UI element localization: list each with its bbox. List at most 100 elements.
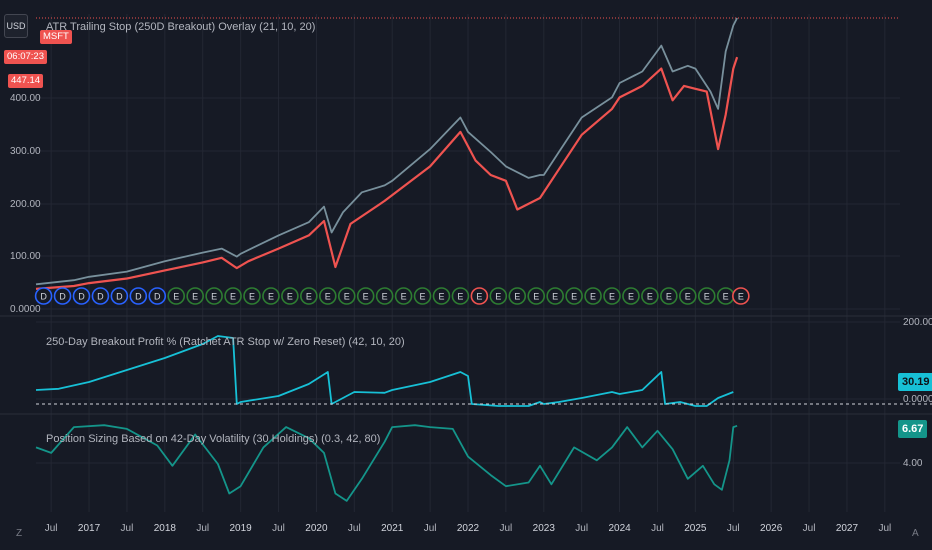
y-tick-label: 300.00 — [10, 146, 41, 157]
signal-marker-label: E — [420, 292, 426, 302]
signal-marker-label: D — [40, 292, 47, 302]
time-tick-label: 2024 — [608, 523, 631, 534]
signal-marker[interactable] — [432, 287, 451, 305]
time-tick-label: 2017 — [78, 523, 101, 534]
price-pane[interactable]: 400.00 300.00 200.00 100.00 0.0000 D D D D D D D E E E… — [10, 17, 900, 315]
signal-marker-label: E — [438, 292, 444, 302]
profit-line — [35, 335, 734, 407]
signal-marker-label: E — [495, 292, 501, 302]
profit-current-badge: 30.19 — [898, 373, 932, 391]
signal-marker[interactable] — [660, 287, 678, 305]
signal-marker-label: D — [154, 292, 161, 302]
time-tick-label: Jul — [121, 523, 134, 534]
signal-marker[interactable] — [167, 287, 186, 305]
signal-marker-label: E — [325, 292, 331, 302]
time-tick-label: Jul — [196, 523, 209, 534]
currency-button[interactable]: USD — [4, 14, 28, 38]
signal-marker-label: D — [135, 292, 142, 302]
auto-scale-icon[interactable]: A — [912, 528, 919, 539]
time-axis[interactable]: Jul 2017 Jul 2018 Jul 2019 Jul 2020 Jul 2021 Jul 20… — [45, 523, 891, 534]
price-line — [35, 17, 738, 286]
stop-line — [35, 56, 739, 290]
signal-marker[interactable] — [413, 287, 432, 305]
signal-marker-label: E — [738, 292, 744, 302]
time-tick-label: 2025 — [684, 523, 707, 534]
signal-marker-label: D — [78, 292, 85, 302]
signal-marker-label: E — [382, 292, 388, 302]
position-pane-title: Position Sizing Based on 42-Day Volatili… — [46, 433, 380, 445]
time-tick-label: 2027 — [836, 523, 859, 534]
signal-marker[interactable] — [205, 287, 223, 305]
signal-marker[interactable] — [584, 287, 602, 305]
signal-marker[interactable] — [356, 287, 375, 305]
signal-marker[interactable] — [527, 287, 546, 305]
signal-marker-label: E — [192, 292, 198, 302]
signal-marker[interactable] — [337, 287, 356, 305]
grid — [0, 14, 932, 512]
price-pane-title: ATR Trailing Stop (250D Breakout) Overla… — [46, 21, 315, 33]
signal-marker[interactable] — [110, 287, 129, 305]
symbol-tag: MSFT — [40, 30, 72, 44]
time-tick-label: 2026 — [760, 523, 783, 534]
time-tick-label: Jul — [878, 523, 891, 534]
profit-pane-title: 250-Day Breakout Profit % (Ratchet ATR S… — [46, 336, 405, 348]
signal-marker[interactable] — [603, 287, 621, 305]
position-current-badge: 6.67 — [898, 420, 928, 438]
signal-marker[interactable] — [53, 287, 72, 305]
signal-marker-label: E — [685, 292, 691, 302]
y-tick-label: 0.0000 — [903, 394, 932, 405]
signal-marker-label: E — [533, 292, 539, 302]
signal-marker[interactable] — [394, 287, 413, 305]
signal-marker[interactable] — [678, 287, 697, 305]
signal-marker[interactable] — [375, 287, 394, 305]
signal-marker-label: E — [173, 292, 179, 302]
signal-marker-label: E — [609, 292, 615, 302]
time-tick-label: Jul — [272, 523, 285, 534]
signal-marker-label: E — [306, 292, 312, 302]
signal-marker-label: E — [704, 292, 710, 302]
signal-marker[interactable] — [224, 287, 242, 305]
time-tick-label: Jul — [651, 523, 664, 534]
signal-marker[interactable] — [732, 287, 750, 305]
signal-marker[interactable] — [641, 287, 659, 305]
signal-marker-label: E — [628, 292, 634, 302]
signal-marker[interactable] — [565, 287, 583, 305]
signal-marker[interactable] — [489, 287, 508, 305]
signal-marker[interactable] — [546, 287, 564, 305]
time-tick-label: Jul — [499, 523, 512, 534]
signal-marker-label: D — [116, 292, 123, 302]
signal-marker[interactable] — [186, 287, 204, 305]
y-tick-label: 200.00 — [903, 317, 932, 328]
signal-marker[interactable] — [697, 287, 716, 305]
signal-marker[interactable] — [622, 287, 640, 305]
y-tick-label: 0.0000 — [10, 304, 41, 315]
signal-marker[interactable] — [243, 287, 261, 305]
signal-marker[interactable] — [91, 287, 110, 305]
position-pane[interactable]: 4.00 — [35, 424, 923, 502]
y-tick-label: 400.00 — [10, 93, 41, 104]
signal-marker[interactable] — [508, 287, 527, 305]
signal-marker[interactable] — [34, 287, 53, 305]
time-tick-label: Jul — [803, 523, 816, 534]
signal-marker[interactable] — [451, 287, 470, 305]
signal-marker[interactable] — [129, 287, 148, 305]
time-tick-label: Jul — [575, 523, 588, 534]
signal-marker[interactable] — [72, 287, 91, 305]
signal-marker[interactable] — [300, 287, 318, 305]
signal-marker[interactable] — [262, 287, 280, 305]
time-tick-label: 2023 — [533, 523, 556, 534]
timezone-icon[interactable]: Z — [16, 528, 23, 539]
signal-marker[interactable] — [470, 287, 489, 305]
profit-pane[interactable]: 200.00 0.0000 — [35, 317, 932, 407]
signal-marker[interactable] — [281, 287, 299, 305]
signal-marker[interactable] — [148, 287, 167, 305]
time-tick-label: Jul — [45, 523, 58, 534]
signal-marker-label: E — [457, 292, 463, 302]
y-tick-label: 4.00 — [903, 458, 923, 469]
signal-marker-label: E — [211, 292, 217, 302]
signal-marker-label: E — [401, 292, 407, 302]
time-tick-label: Jul — [424, 523, 437, 534]
signal-marker[interactable] — [318, 287, 337, 305]
signal-marker-label: E — [344, 292, 350, 302]
